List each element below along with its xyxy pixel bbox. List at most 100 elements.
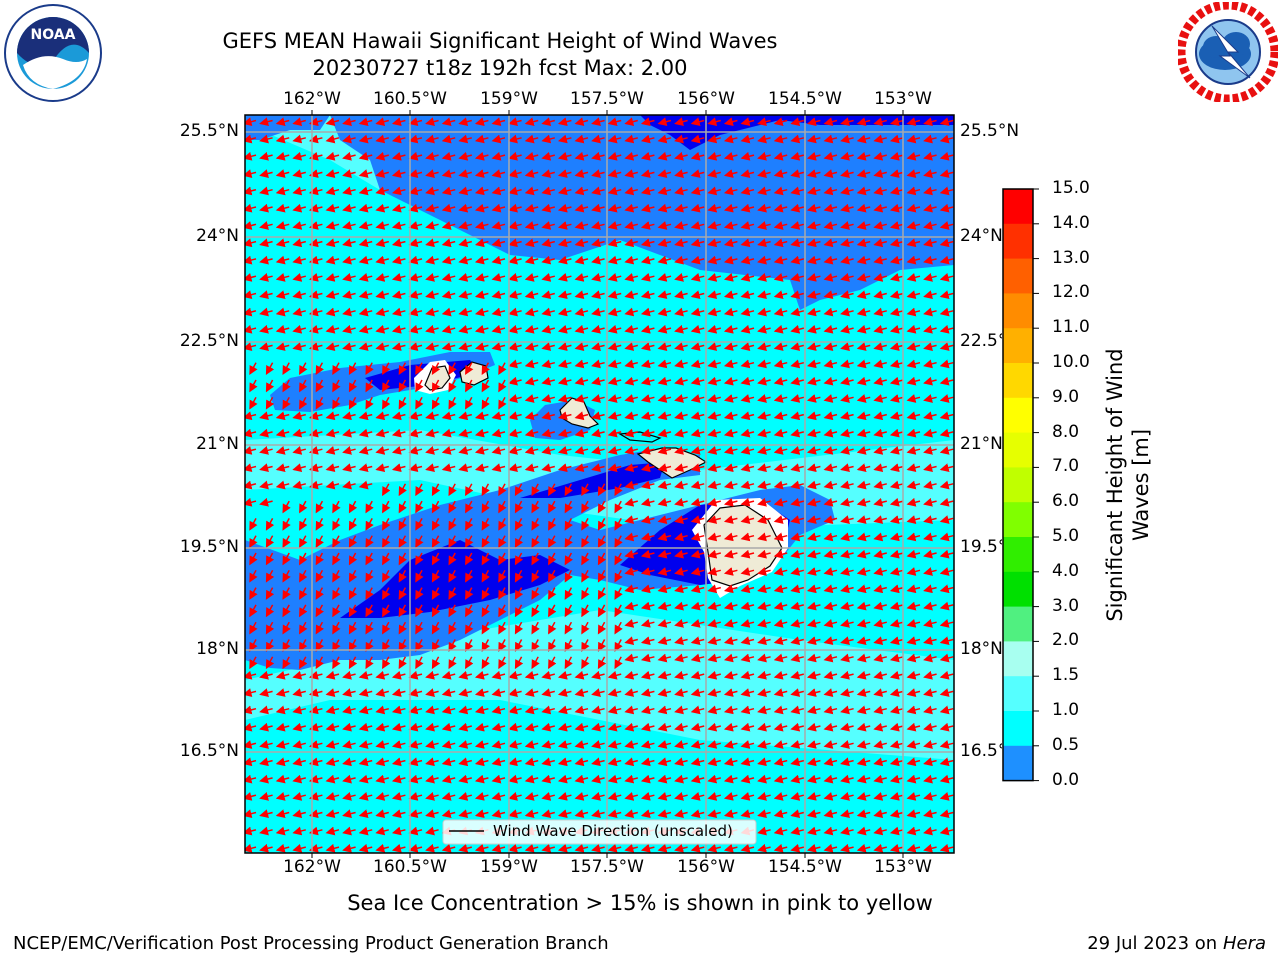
wind-wave-arrow (856, 238, 871, 248)
wind-wave-arrow (657, 307, 672, 317)
wind-wave-arrow (508, 238, 522, 248)
wind-wave-arrow (707, 307, 721, 317)
wind-wave-arrow (889, 221, 904, 230)
wind-wave-arrow (773, 169, 788, 178)
wind-wave-arrow (325, 290, 340, 300)
colorbar-swatch (1003, 328, 1033, 364)
y-tick-label-left: 22.5°N (179, 331, 239, 351)
wind-wave-arrow (707, 134, 721, 144)
wind-wave-arrow (398, 362, 407, 376)
wind-wave-arrow (624, 238, 638, 248)
wind-wave-arrow (856, 359, 871, 369)
wind-wave-arrow (591, 134, 605, 144)
wind-wave-arrow (508, 359, 522, 369)
wind-wave-arrow (657, 117, 672, 127)
wind-wave-arrow (856, 203, 871, 213)
wind-wave-arrow (923, 169, 937, 178)
wind-wave-arrow (624, 376, 638, 386)
wind-wave-arrow (348, 362, 358, 376)
wind-wave-arrow (574, 342, 589, 351)
wind-wave-arrow (342, 134, 356, 144)
wind-wave-arrow (873, 307, 887, 317)
wind-wave-arrow (557, 151, 572, 161)
wind-wave-arrow (508, 117, 522, 127)
wind-wave-arrow (391, 203, 406, 213)
wind-wave-arrow (541, 342, 555, 351)
wind-wave-arrow (591, 273, 605, 282)
wind-wave-arrow (591, 221, 605, 230)
wind-wave-arrow (458, 117, 472, 127)
colorbar-swatch (1003, 467, 1033, 503)
wind-wave-arrow (939, 117, 954, 127)
y-tick-label-right: 21°N (960, 434, 1002, 454)
wind-wave-arrow (259, 307, 273, 317)
wind-wave-arrow (375, 238, 389, 248)
wind-wave-arrow (591, 342, 605, 351)
wind-wave-arrow (757, 290, 771, 300)
wind-wave-arrow (873, 238, 887, 248)
wind-wave-arrow (299, 379, 308, 393)
wind-wave-arrow (889, 376, 904, 386)
wind-wave-arrow (806, 238, 821, 248)
wind-wave-arrow (541, 203, 555, 213)
colorbar-tick-label: 1.5 (1052, 665, 1080, 686)
wind-wave-arrow (391, 342, 406, 351)
wind-wave-arrow (640, 221, 655, 230)
wind-wave-arrow (474, 255, 489, 265)
wind-wave-arrow (591, 324, 605, 334)
wind-wave-arrow (939, 307, 954, 317)
colorbar-tick-label: 10.0 (1052, 352, 1090, 372)
wind-wave-arrow (674, 342, 688, 351)
colorbar-swatch (1003, 745, 1033, 782)
wind-wave-arrow (707, 290, 721, 300)
wind-wave-arrow (574, 359, 589, 369)
wind-wave-arrow (624, 307, 638, 317)
wind-wave-arrow (856, 169, 871, 178)
wind-wave-arrow (292, 273, 306, 282)
x-tick-label-bottom: 157.5°W (570, 857, 644, 877)
wind-wave-arrow (408, 273, 423, 282)
wind-wave-arrow (245, 134, 257, 144)
wind-wave-arrow (790, 186, 804, 196)
wind-wave-arrow (939, 255, 954, 265)
wind-wave-arrow (674, 290, 688, 300)
wind-wave-arrow (342, 342, 356, 351)
wind-wave-arrow (674, 134, 688, 144)
wind-wave-arrow (474, 221, 489, 230)
wind-wave-arrow (740, 186, 755, 196)
colorbar-tick-label: 14.0 (1052, 212, 1090, 233)
y-tick-label-left: 21°N (196, 434, 239, 454)
wind-wave-arrow (541, 359, 555, 369)
wind-wave-arrow (557, 134, 572, 144)
wind-wave-arrow (259, 169, 273, 178)
wind-wave-arrow (342, 255, 356, 265)
wind-wave-arrow (740, 221, 755, 230)
wind-wave-arrow (348, 379, 358, 393)
wind-wave-arrow (275, 238, 290, 248)
wind-wave-arrow (939, 324, 954, 334)
wind-wave-arrow (391, 290, 406, 300)
wind-wave-arrow (856, 221, 871, 230)
wind-wave-arrow (823, 117, 838, 127)
wind-wave-arrow (441, 307, 456, 317)
wind-wave-arrow (474, 290, 489, 300)
wind-wave-arrow (574, 255, 589, 265)
colorbar-tick-label: 2.0 (1052, 630, 1080, 651)
wind-wave-arrow (624, 151, 638, 161)
wind-wave-arrow (557, 342, 572, 351)
date-text: 29 Jul 2023 on (1087, 933, 1223, 954)
wind-wave-arrow (707, 376, 721, 386)
wind-wave-arrow (325, 186, 340, 196)
wind-wave-arrow (391, 134, 406, 144)
wind-wave-arrow (425, 169, 439, 178)
wind-wave-arrow (657, 255, 672, 265)
wind-wave-arrow (690, 307, 705, 317)
wind-wave-arrow (607, 290, 622, 300)
wind-wave-arrow (574, 221, 589, 230)
wind-wave-arrow (425, 238, 439, 248)
wind-wave-arrow (259, 290, 273, 300)
wind-wave-arrow (325, 169, 340, 178)
wind-wave-arrow (773, 255, 788, 265)
wind-wave-arrow (906, 307, 921, 317)
wind-wave-arrow (723, 255, 738, 265)
